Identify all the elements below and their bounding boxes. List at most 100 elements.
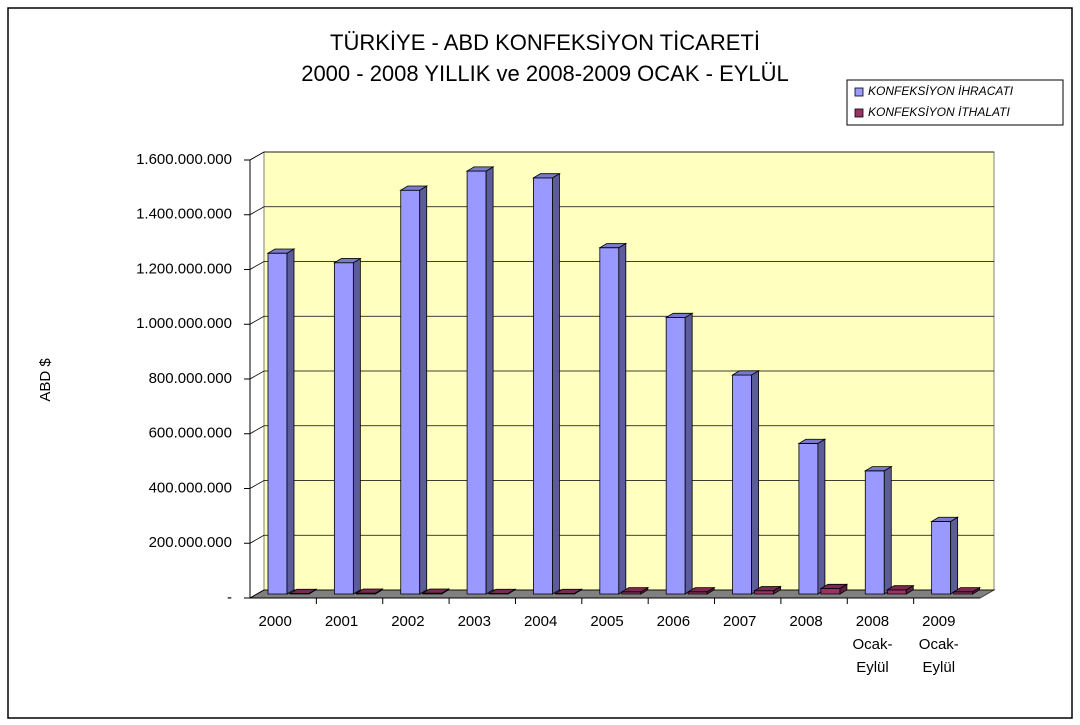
x-tick-label: 2004 [523,613,558,630]
bar [532,172,561,595]
x-tick-label: 2000 [258,613,292,630]
bar-face [952,587,982,593]
bar [686,586,716,595]
bar-face [817,438,826,595]
bar [819,583,849,595]
x-tick-label: 2007 [723,613,757,630]
legend-label: KONFEKSİYON İHRACATI [868,84,1014,98]
y-tick-label: 400.000.000 [149,479,232,496]
bar-face [419,185,428,595]
grid-line [249,261,994,270]
legend-swatch [854,87,864,97]
x-tick-label: 2008 Ocak-Eylül [852,613,893,676]
bar-face [665,317,686,595]
bar-face [883,465,892,595]
bar-face [686,587,716,593]
bar [332,257,362,595]
bar [620,586,650,595]
bar [487,588,517,595]
bar-face [797,438,827,444]
bar-face [819,583,849,589]
bar-face [332,258,362,264]
bar [266,248,296,595]
bar-face [798,443,819,595]
bar-face [886,589,907,595]
bar-face [598,243,628,249]
bar-face [288,588,318,594]
bar-face [465,166,495,172]
x-tick-label: 2006 [656,613,691,630]
bar-face [753,586,782,592]
bar-face [532,173,561,179]
x-tick-label: 2002 [391,613,425,630]
bar-face [533,177,553,595]
y-tick-label: 800.000.000 [149,370,232,387]
bar [354,588,384,595]
bar-face [820,588,841,595]
bar [465,166,495,595]
bar [753,585,782,595]
bar-face [618,242,627,595]
y-axis-label: ABD $ [37,358,54,402]
x-tick-label: 2001 [324,613,359,630]
bar-face [400,189,421,595]
bar-face [950,516,959,595]
y-tick-label: 1.200.000.000 [136,260,232,277]
bar-face [930,516,960,522]
x-tick-label: 2008 [789,613,823,630]
bar-face [552,172,560,595]
bar-face [266,248,296,254]
bar-face [885,585,915,591]
bar-face [931,521,952,595]
bar-face [754,590,774,595]
bar [885,584,915,595]
bar [399,185,429,595]
grid-line [249,315,994,325]
bar-face [620,587,650,593]
x-tick-label: 2003 [457,613,491,630]
bar-face [863,466,893,472]
bar-face [286,248,295,595]
bar-face [399,185,429,191]
bar [863,465,893,595]
bar-face [354,588,384,594]
bar-face [352,257,361,595]
bar-face [485,166,494,595]
x-tick-label: 2005 [590,613,624,630]
bar-face [554,588,583,594]
grid-line [249,206,994,216]
y-tick-label: 1.000.000.000 [136,315,232,332]
bar-face [664,312,694,318]
bar [664,312,694,595]
bar-face [864,470,885,595]
bar-face [731,370,760,376]
bar [797,438,827,595]
bar-face [487,588,517,594]
bar [930,516,960,595]
legend-swatch [854,108,864,118]
bar [554,588,583,595]
bar [731,370,760,595]
x-tick-label: 2009 Ocak-Eylül [918,613,959,676]
y-tick-label: 1.600.000.000 [136,151,232,168]
bar-face [599,247,620,595]
chart-title: TÜRKİYE - ABD KONFEKSİYON TİCARETİ [330,30,760,55]
bar-face [684,312,693,595]
y-tick-label: 1.400.000.000 [136,206,232,223]
y-tick-label: 200.000.000 [149,534,232,551]
bar-face [421,588,451,594]
bar [421,588,451,595]
bar [598,242,628,595]
y-tick-label: - [227,589,232,606]
bar-face [751,370,759,595]
legend-label: KONFEKSİYON İTHALATI [868,105,1010,119]
bar-face [466,170,487,595]
bar-face [333,262,354,595]
legend-box [846,79,1064,126]
chart-subtitle: 2000 - 2008 YILLIK ve 2008-2009 OCAK - E… [301,61,789,86]
bar-face [267,252,288,595]
bar [952,586,982,595]
bar-face [732,374,752,595]
